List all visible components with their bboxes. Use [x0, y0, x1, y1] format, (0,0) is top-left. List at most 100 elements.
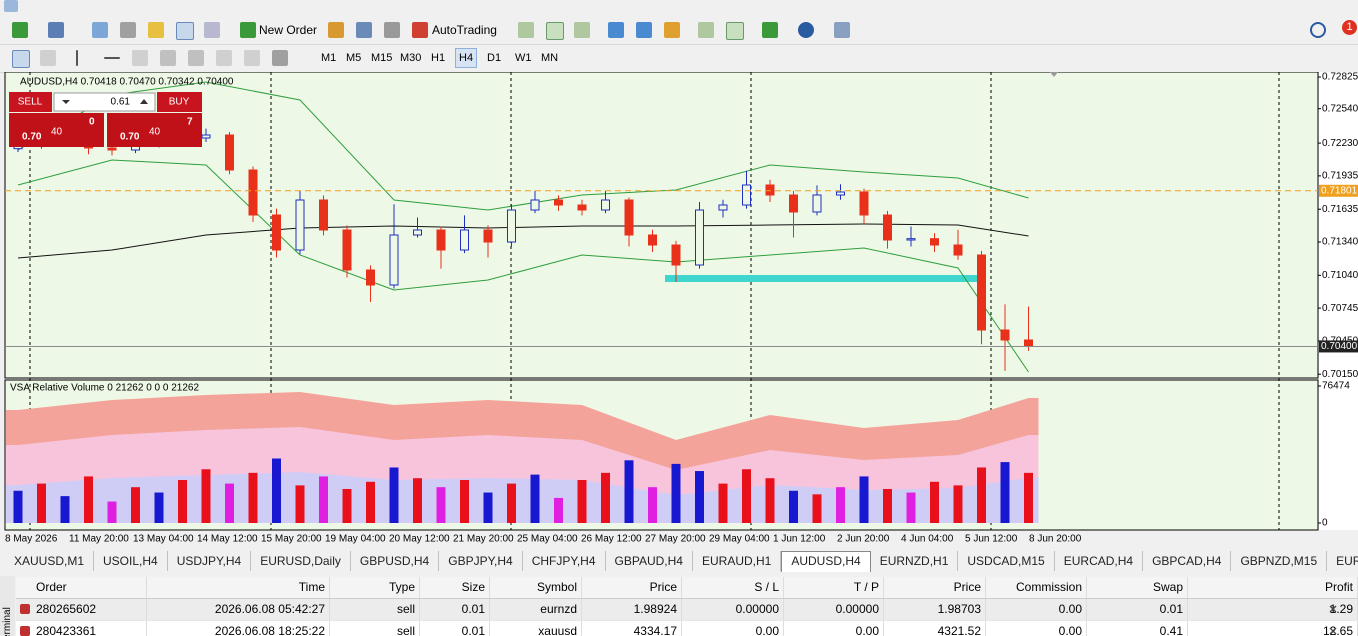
chart-tab[interactable]: GBPJPY,H4	[439, 551, 523, 571]
volume-tick-label: 0	[1322, 518, 1328, 529]
price-tick-label: 0.71040	[1322, 270, 1358, 281]
chart-tab[interactable]: XAUUSD,M1	[5, 551, 95, 571]
chart-tab[interactable]: USOIL,H4	[94, 551, 168, 571]
table-row[interactable]: 280423361 2026.06.08 18:25:22 sell 0.01 xauu…	[16, 621, 1358, 636]
lot-box[interactable]	[53, 92, 156, 112]
zoom-out-button[interactable]	[636, 22, 652, 38]
volume-bar	[836, 487, 845, 523]
volume-bar	[272, 458, 281, 523]
chart-tab[interactable]: GBPAUD,H4	[606, 551, 693, 571]
timeframe-button[interactable]: H1	[431, 52, 446, 64]
volume-bar	[1024, 472, 1033, 523]
timeframe-button[interactable]: M5	[346, 52, 362, 64]
chart-tab[interactable]: EURNZD,H1	[871, 551, 959, 571]
search-button[interactable]	[1310, 22, 1326, 38]
bollinger-lower	[17, 159, 1029, 373]
sell-price-box[interactable]	[9, 113, 104, 147]
timeframe-button[interactable]: M30	[400, 52, 422, 64]
price-tick-label: 0.72230	[1322, 138, 1358, 149]
zoom-in-button[interactable]	[608, 22, 624, 38]
tile-button[interactable]	[664, 22, 680, 38]
chart-tab[interactable]: USDJPY,H4	[168, 551, 252, 571]
vline-button[interactable]	[76, 50, 78, 66]
autotrading-button[interactable]: AutoTrading	[432, 23, 497, 37]
timeframe-button[interactable]: M15	[371, 52, 393, 64]
hline-button[interactable]	[104, 57, 120, 59]
timeframe-button[interactable]: D1	[487, 52, 502, 64]
bar-chart-button[interactable]	[518, 22, 534, 38]
fibo-button[interactable]	[188, 50, 204, 66]
chart-tab[interactable]: EUR	[1327, 551, 1358, 571]
chart-tab[interactable]: CHFJPY,H4	[523, 551, 606, 571]
terminal-button[interactable]	[176, 22, 194, 40]
column-header: Price	[582, 577, 682, 598]
notification-badge[interactable]: 1	[1342, 20, 1357, 35]
arrows-button[interactable]	[272, 50, 288, 66]
sell-button[interactable]	[9, 92, 52, 112]
candle-body	[248, 169, 258, 216]
volume-bar	[295, 485, 305, 523]
periods-button[interactable]	[798, 22, 814, 38]
profiles-button[interactable]	[48, 22, 64, 38]
candle-body	[413, 229, 422, 236]
chart-tabs: XAUUSD,M1 USOIL,H4 USDJPY,H4 EURUSD,Daily GB…	[5, 551, 1358, 572]
sell-label: SELL	[18, 97, 43, 108]
candle-body	[107, 147, 117, 151]
chart-tab[interactable]: EURCAD,H4	[1055, 551, 1144, 571]
text-button[interactable]	[216, 50, 232, 66]
signals-button[interactable]	[356, 22, 372, 38]
chart-tab[interactable]: EURAUD,H1	[693, 551, 782, 571]
timeframe-button[interactable]: W1	[515, 52, 532, 64]
chart-tab[interactable]: GBPUSD,H4	[351, 551, 440, 571]
indicator-title: VSA Relative Volume 0 21262 0 0 0 21262	[10, 383, 199, 394]
candle-chart-button[interactable]	[546, 22, 564, 40]
buy-button[interactable]	[157, 92, 202, 112]
trendline-button[interactable]	[132, 50, 148, 66]
channel-button[interactable]	[160, 50, 176, 66]
chart-tab[interactable]: AUDUSD,H4	[781, 551, 871, 572]
candle-body	[789, 194, 798, 213]
timeframe-button[interactable]: H4	[455, 48, 478, 68]
navigator-button[interactable]	[148, 22, 164, 38]
timeframe-button[interactable]: MN	[541, 52, 559, 64]
indicators-button[interactable]	[762, 22, 778, 38]
templates-button[interactable]	[834, 22, 850, 38]
lot-down[interactable]	[62, 100, 70, 104]
buy-price-sup: 7	[187, 117, 193, 128]
price-tick-label: 0.71635	[1322, 204, 1358, 215]
label-button[interactable]	[244, 50, 260, 66]
column-header: T / P	[784, 577, 884, 598]
chart-tab[interactable]: USDCAD,M15	[958, 551, 1055, 571]
data-window-button[interactable]	[120, 22, 136, 38]
buy-label: BUY	[169, 97, 190, 108]
candle-body	[718, 204, 728, 211]
metaeditor-button[interactable]	[328, 22, 344, 38]
chart-tab[interactable]: GBPNZD,M15	[1231, 551, 1328, 571]
price-axis	[1319, 72, 1358, 530]
tester-button[interactable]	[204, 22, 220, 38]
new-chart-button[interactable]	[12, 22, 28, 38]
market-button[interactable]	[384, 22, 400, 38]
timeframe-button[interactable]: M1	[321, 52, 337, 64]
line-chart-button[interactable]	[574, 22, 590, 38]
volume-bar	[37, 483, 46, 523]
volume-bar	[248, 472, 258, 523]
price-line-label: 0.71801	[1321, 185, 1358, 196]
new-order-button[interactable]: New Order	[259, 23, 318, 37]
chart-tab[interactable]: GBPCAD,H4	[1143, 551, 1232, 571]
column-header: Symbol	[490, 577, 582, 598]
volume-bar	[201, 469, 211, 523]
crosshair-button[interactable]	[40, 50, 56, 66]
chart-shift-button[interactable]	[726, 22, 744, 40]
lot-up[interactable]	[140, 99, 148, 104]
candle-body	[906, 238, 916, 241]
autoscroll-button[interactable]	[698, 22, 714, 38]
price-tick-label: 0.70745	[1322, 303, 1358, 314]
buy-price-box[interactable]	[107, 113, 202, 147]
market-watch-button[interactable]	[92, 22, 108, 38]
table-row[interactable]: 280265602 2026.06.08 05:42:27 sell 0.01 eurn…	[16, 599, 1358, 621]
candle-body	[977, 254, 986, 331]
price-line-box	[1319, 340, 1358, 353]
cursor-button[interactable]	[12, 50, 30, 68]
chart-tab[interactable]: EURUSD,Daily	[251, 551, 351, 571]
